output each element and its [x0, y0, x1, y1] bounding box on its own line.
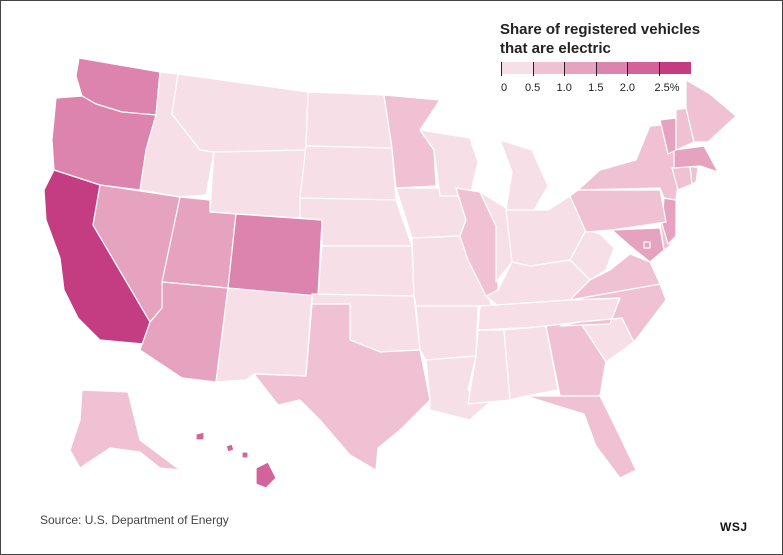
state-nd — [305, 91, 393, 149]
state-nm — [215, 287, 313, 383]
legend-tick — [532, 62, 534, 76]
legend-tick — [659, 62, 660, 76]
state-ri — [689, 165, 699, 185]
legend-color-scale — [501, 62, 692, 74]
legend-tick-label: 1.5 — [588, 82, 604, 94]
state-nc — [559, 283, 667, 343]
state-mn — [383, 94, 441, 189]
legend-swatch — [596, 62, 629, 74]
state-mi — [499, 139, 549, 211]
legend-title: Share of registered vehicles that are el… — [500, 20, 720, 58]
state-sd — [299, 145, 397, 201]
legend-tick — [501, 62, 502, 76]
state-wy — [209, 149, 307, 219]
state-ks — [317, 245, 415, 297]
state-al — [503, 325, 559, 401]
legend-swatch — [627, 62, 660, 74]
legend-tick — [564, 62, 566, 76]
state-ma — [673, 145, 719, 173]
state-ak — [69, 389, 181, 471]
state-fl — [525, 395, 637, 479]
legend-title-line2: that are electric — [500, 40, 611, 57]
state-co — [227, 213, 323, 297]
legend-tick-label: 2.5% — [654, 82, 680, 94]
legend-swatch — [659, 62, 692, 74]
state-ar — [415, 305, 479, 361]
state-pa — [569, 189, 667, 233]
state-me — [685, 79, 737, 143]
legend-swatch — [564, 62, 597, 74]
state-dc — [643, 241, 651, 249]
state-md — [611, 227, 665, 263]
state-tx — [253, 303, 431, 471]
legend-swatch — [532, 62, 565, 74]
legend-title-line1: Share of registered vehicles — [500, 21, 701, 38]
wsj-logo: WSJ — [720, 520, 748, 534]
legend-tick-label: 0 — [500, 82, 508, 94]
legend-tick-label: 0.5 — [524, 82, 541, 94]
legend-swatch — [501, 62, 534, 74]
legend-tick-label: 1.0 — [556, 82, 572, 94]
state-mt — [171, 73, 309, 153]
legend-tick-label: 2.0 — [619, 82, 636, 94]
state-in — [479, 191, 513, 283]
legend-tick — [595, 62, 597, 76]
source-note: Source: U.S. Department of Energy — [40, 513, 229, 527]
state-ms — [467, 329, 511, 405]
state-hi — [195, 431, 277, 489]
legend-tick — [627, 62, 629, 76]
